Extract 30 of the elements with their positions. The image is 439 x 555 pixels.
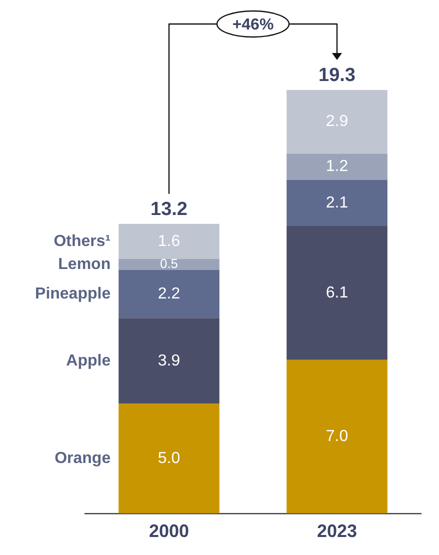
total-label: 19.3 (318, 65, 356, 86)
data-label: 2.9 (326, 113, 348, 130)
total-label: 13.2 (150, 199, 188, 220)
series-label: Apple (66, 352, 111, 370)
bar (118, 404, 220, 514)
series-label: Pineapple (35, 285, 111, 302)
bar (118, 224, 220, 259)
series-label: Lemon (58, 256, 111, 273)
data-label: 6.1 (326, 284, 348, 302)
x-tick-label: 2000 (148, 521, 190, 542)
bar (118, 270, 220, 318)
data-label: 2.2 (158, 285, 180, 302)
bar (286, 226, 388, 360)
bar (286, 180, 388, 226)
data-label: 3.9 (158, 352, 180, 370)
x-tick-label: 2023 (316, 521, 358, 542)
bar (286, 154, 388, 180)
series-label: Orange (54, 450, 111, 467)
data-label: 0.5 (160, 256, 178, 271)
text: +46% (232, 16, 274, 34)
data-label: 7.0 (326, 428, 348, 446)
data-label: 2.1 (326, 194, 348, 212)
bar (286, 360, 388, 514)
bar (118, 258, 220, 270)
series-label: Others¹ (54, 232, 111, 250)
data-label: 1.6 (158, 232, 180, 250)
bar (286, 90, 388, 154)
data-label: 1.2 (326, 158, 348, 176)
bar (118, 318, 220, 404)
data-label: 5.0 (158, 450, 180, 467)
